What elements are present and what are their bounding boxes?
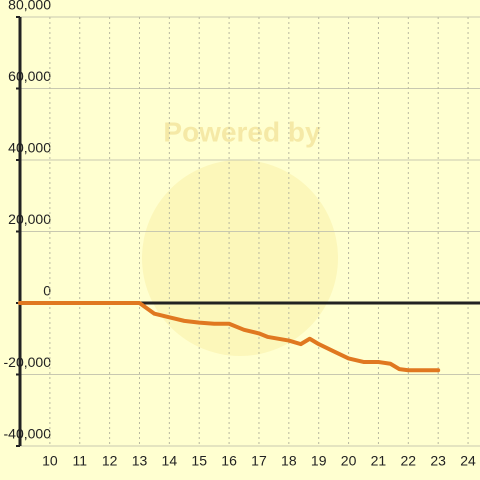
- x-tick-label: 17: [251, 453, 267, 469]
- x-tick-label: 22: [401, 453, 417, 469]
- y-tick-label: 20,000: [8, 211, 51, 227]
- y-tick-label: -20,000: [4, 354, 52, 370]
- x-tick-label: 15: [191, 453, 207, 469]
- y-tick-label: 60,000: [8, 68, 51, 84]
- data-line: [18, 301, 441, 373]
- x-tick-label: 10: [42, 453, 58, 469]
- x-tick-label: 20: [341, 453, 357, 469]
- watermark: Powered by: [163, 116, 321, 147]
- x-tick-label: 23: [430, 453, 446, 469]
- x-tick-label: 18: [281, 453, 297, 469]
- x-tick-label: 21: [371, 453, 387, 469]
- x-tick-label: 16: [221, 453, 237, 469]
- y-tick-label: 80,000: [8, 0, 51, 13]
- x-tick-label: 24: [460, 453, 476, 469]
- x-tick-label: 13: [132, 453, 148, 469]
- x-tick-label: 12: [102, 453, 118, 469]
- y-tick-label: 40,000: [8, 140, 51, 156]
- x-tick-label: 14: [162, 453, 178, 469]
- x-tick-label: 19: [311, 453, 327, 469]
- y-tick-label: -40,000: [4, 426, 52, 442]
- x-tick-label: 11: [72, 453, 87, 469]
- y-tick-label: 0: [43, 283, 51, 299]
